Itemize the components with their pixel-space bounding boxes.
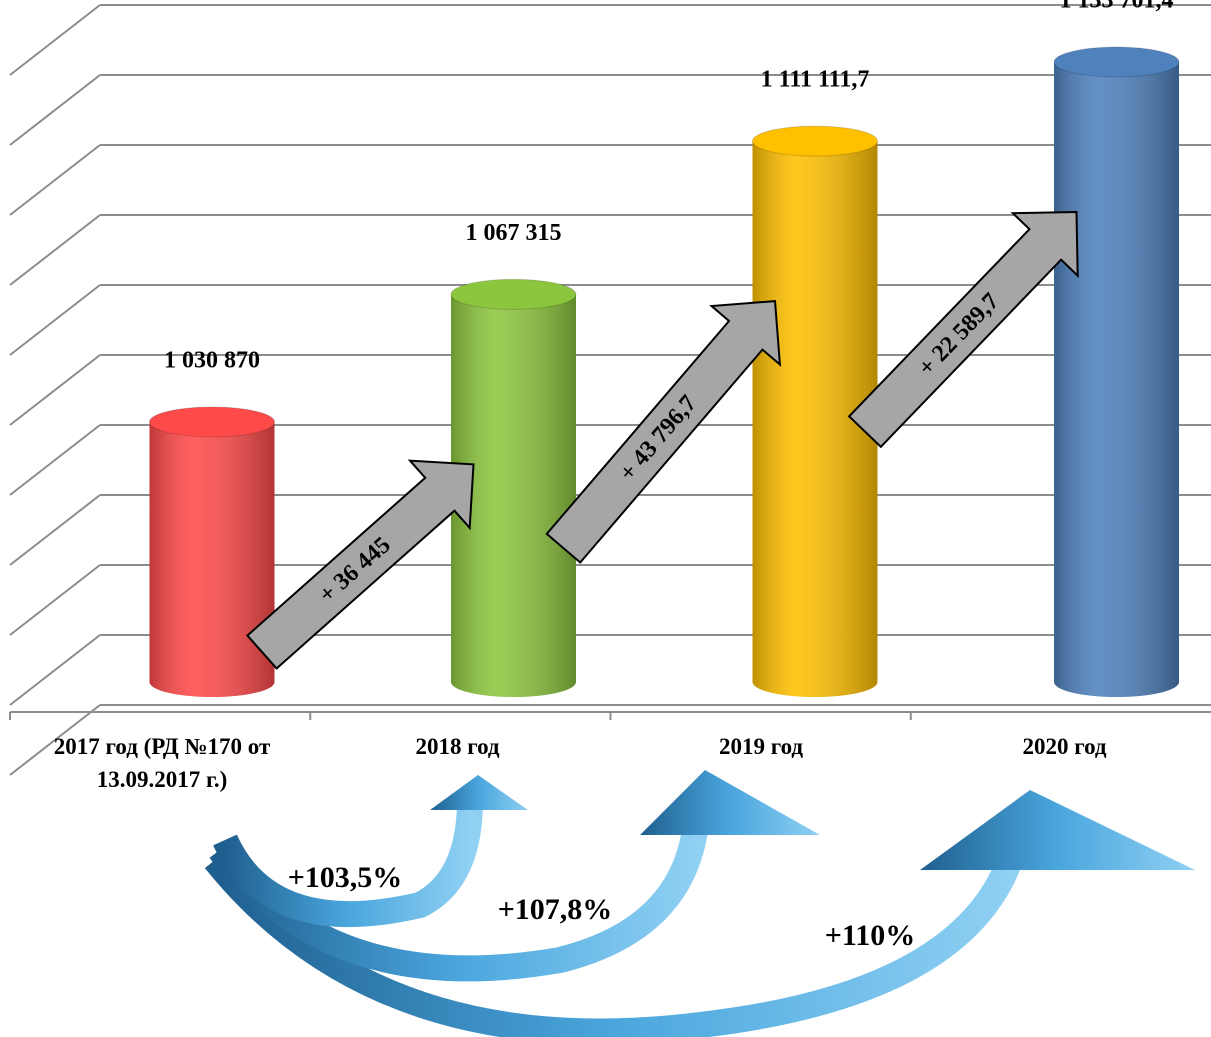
- x-tick-label: 2020 год: [1022, 734, 1107, 759]
- bar: [752, 125, 878, 697]
- grid-line: [9, 354, 1211, 426]
- arrow-shape: [545, 300, 782, 564]
- curved-arrow: [213, 799, 483, 928]
- percent-label: +110%: [825, 919, 915, 952]
- bar-top: [1053, 46, 1180, 78]
- x-tick-label: 2019 год: [718, 734, 804, 759]
- grid-side: [9, 634, 101, 706]
- grid-line: [9, 74, 1211, 146]
- value-label: 1 067 315: [466, 220, 562, 246]
- value-label: 1 133 701,4: [1060, 0, 1174, 14]
- grid-line: [9, 144, 1211, 216]
- bar-top: [450, 278, 577, 310]
- grid-line: [9, 494, 1211, 566]
- grid-line: [9, 704, 1211, 776]
- grid-side: [9, 424, 101, 496]
- arrow-head: [430, 775, 528, 810]
- percent-label: +107,8%: [498, 893, 613, 926]
- arrow-shape: [847, 211, 1079, 449]
- curved-arrows: [204, 799, 1023, 1037]
- arrow-heads: [430, 770, 1195, 870]
- value-label: 1 030 870: [164, 347, 260, 373]
- bar-shade: [451, 294, 576, 697]
- grid-side: [9, 494, 101, 566]
- curved-arrow: [209, 827, 708, 982]
- grid-side: [9, 284, 101, 356]
- grid-line: [9, 284, 1211, 356]
- grid-side: [9, 74, 101, 146]
- x-tick-label: 2017 год (РД №170 от 13.09.2017 г.): [53, 734, 271, 792]
- grid-side: [9, 704, 101, 776]
- bar: [1053, 46, 1180, 697]
- bar-shade: [752, 141, 878, 697]
- arrow-shape: [245, 459, 475, 670]
- grid-side: [9, 4, 101, 76]
- x-tick-label: 2018 год: [415, 734, 500, 759]
- bar-shade: [1054, 62, 1179, 697]
- grid-side: [9, 564, 101, 636]
- arrow-head: [640, 770, 820, 835]
- grid-side: [9, 354, 101, 426]
- bar: [450, 278, 577, 697]
- grid-side: [9, 144, 101, 216]
- grid-line: [9, 4, 1211, 76]
- bar-top: [752, 125, 878, 157]
- value-label: 1 111 111,7: [761, 67, 870, 93]
- grid-line: [9, 564, 1211, 636]
- arrow-head: [920, 790, 1195, 870]
- curved-arrow: [204, 851, 1023, 1037]
- grid-side: [9, 214, 101, 286]
- increment-arrow: + 36 445: [245, 459, 475, 670]
- percent-label: +103,5%: [288, 861, 403, 894]
- bar-top: [149, 406, 275, 438]
- bar-shade: [149, 421, 275, 697]
- bar: [149, 406, 275, 697]
